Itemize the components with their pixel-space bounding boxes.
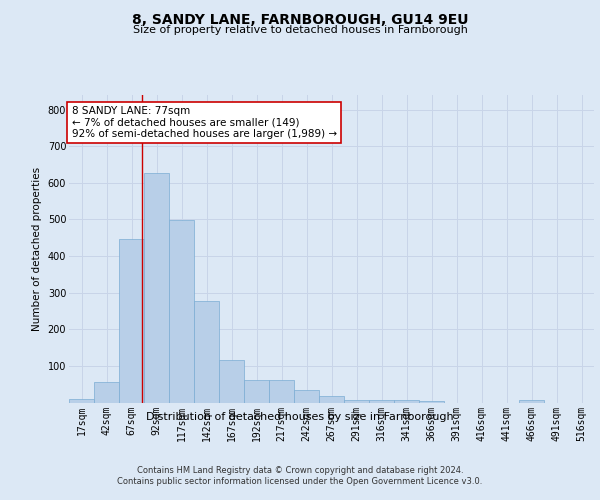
Bar — [394, 400, 419, 402]
Text: Contains HM Land Registry data © Crown copyright and database right 2024.: Contains HM Land Registry data © Crown c… — [137, 466, 463, 475]
Bar — [319, 396, 344, 402]
Bar — [94, 382, 119, 402]
Bar — [369, 400, 394, 402]
Bar — [519, 400, 544, 402]
Bar — [194, 300, 219, 402]
Text: Size of property relative to detached houses in Farnborough: Size of property relative to detached ho… — [133, 25, 467, 35]
Bar — [294, 390, 319, 402]
Bar — [244, 380, 269, 402]
Y-axis label: Number of detached properties: Number of detached properties — [32, 166, 42, 331]
Bar — [169, 220, 194, 402]
Text: Distribution of detached houses by size in Farnborough: Distribution of detached houses by size … — [146, 412, 454, 422]
Bar — [419, 400, 444, 402]
Bar — [119, 239, 144, 402]
Text: 8, SANDY LANE, FARNBOROUGH, GU14 9EU: 8, SANDY LANE, FARNBOROUGH, GU14 9EU — [132, 12, 468, 26]
Text: Contains public sector information licensed under the Open Government Licence v3: Contains public sector information licen… — [118, 477, 482, 486]
Bar — [219, 360, 244, 403]
Bar — [144, 172, 169, 402]
Text: 8 SANDY LANE: 77sqm
← 7% of detached houses are smaller (149)
92% of semi-detach: 8 SANDY LANE: 77sqm ← 7% of detached hou… — [71, 106, 337, 139]
Bar — [269, 380, 294, 402]
Bar — [69, 399, 94, 402]
Bar — [344, 400, 369, 402]
